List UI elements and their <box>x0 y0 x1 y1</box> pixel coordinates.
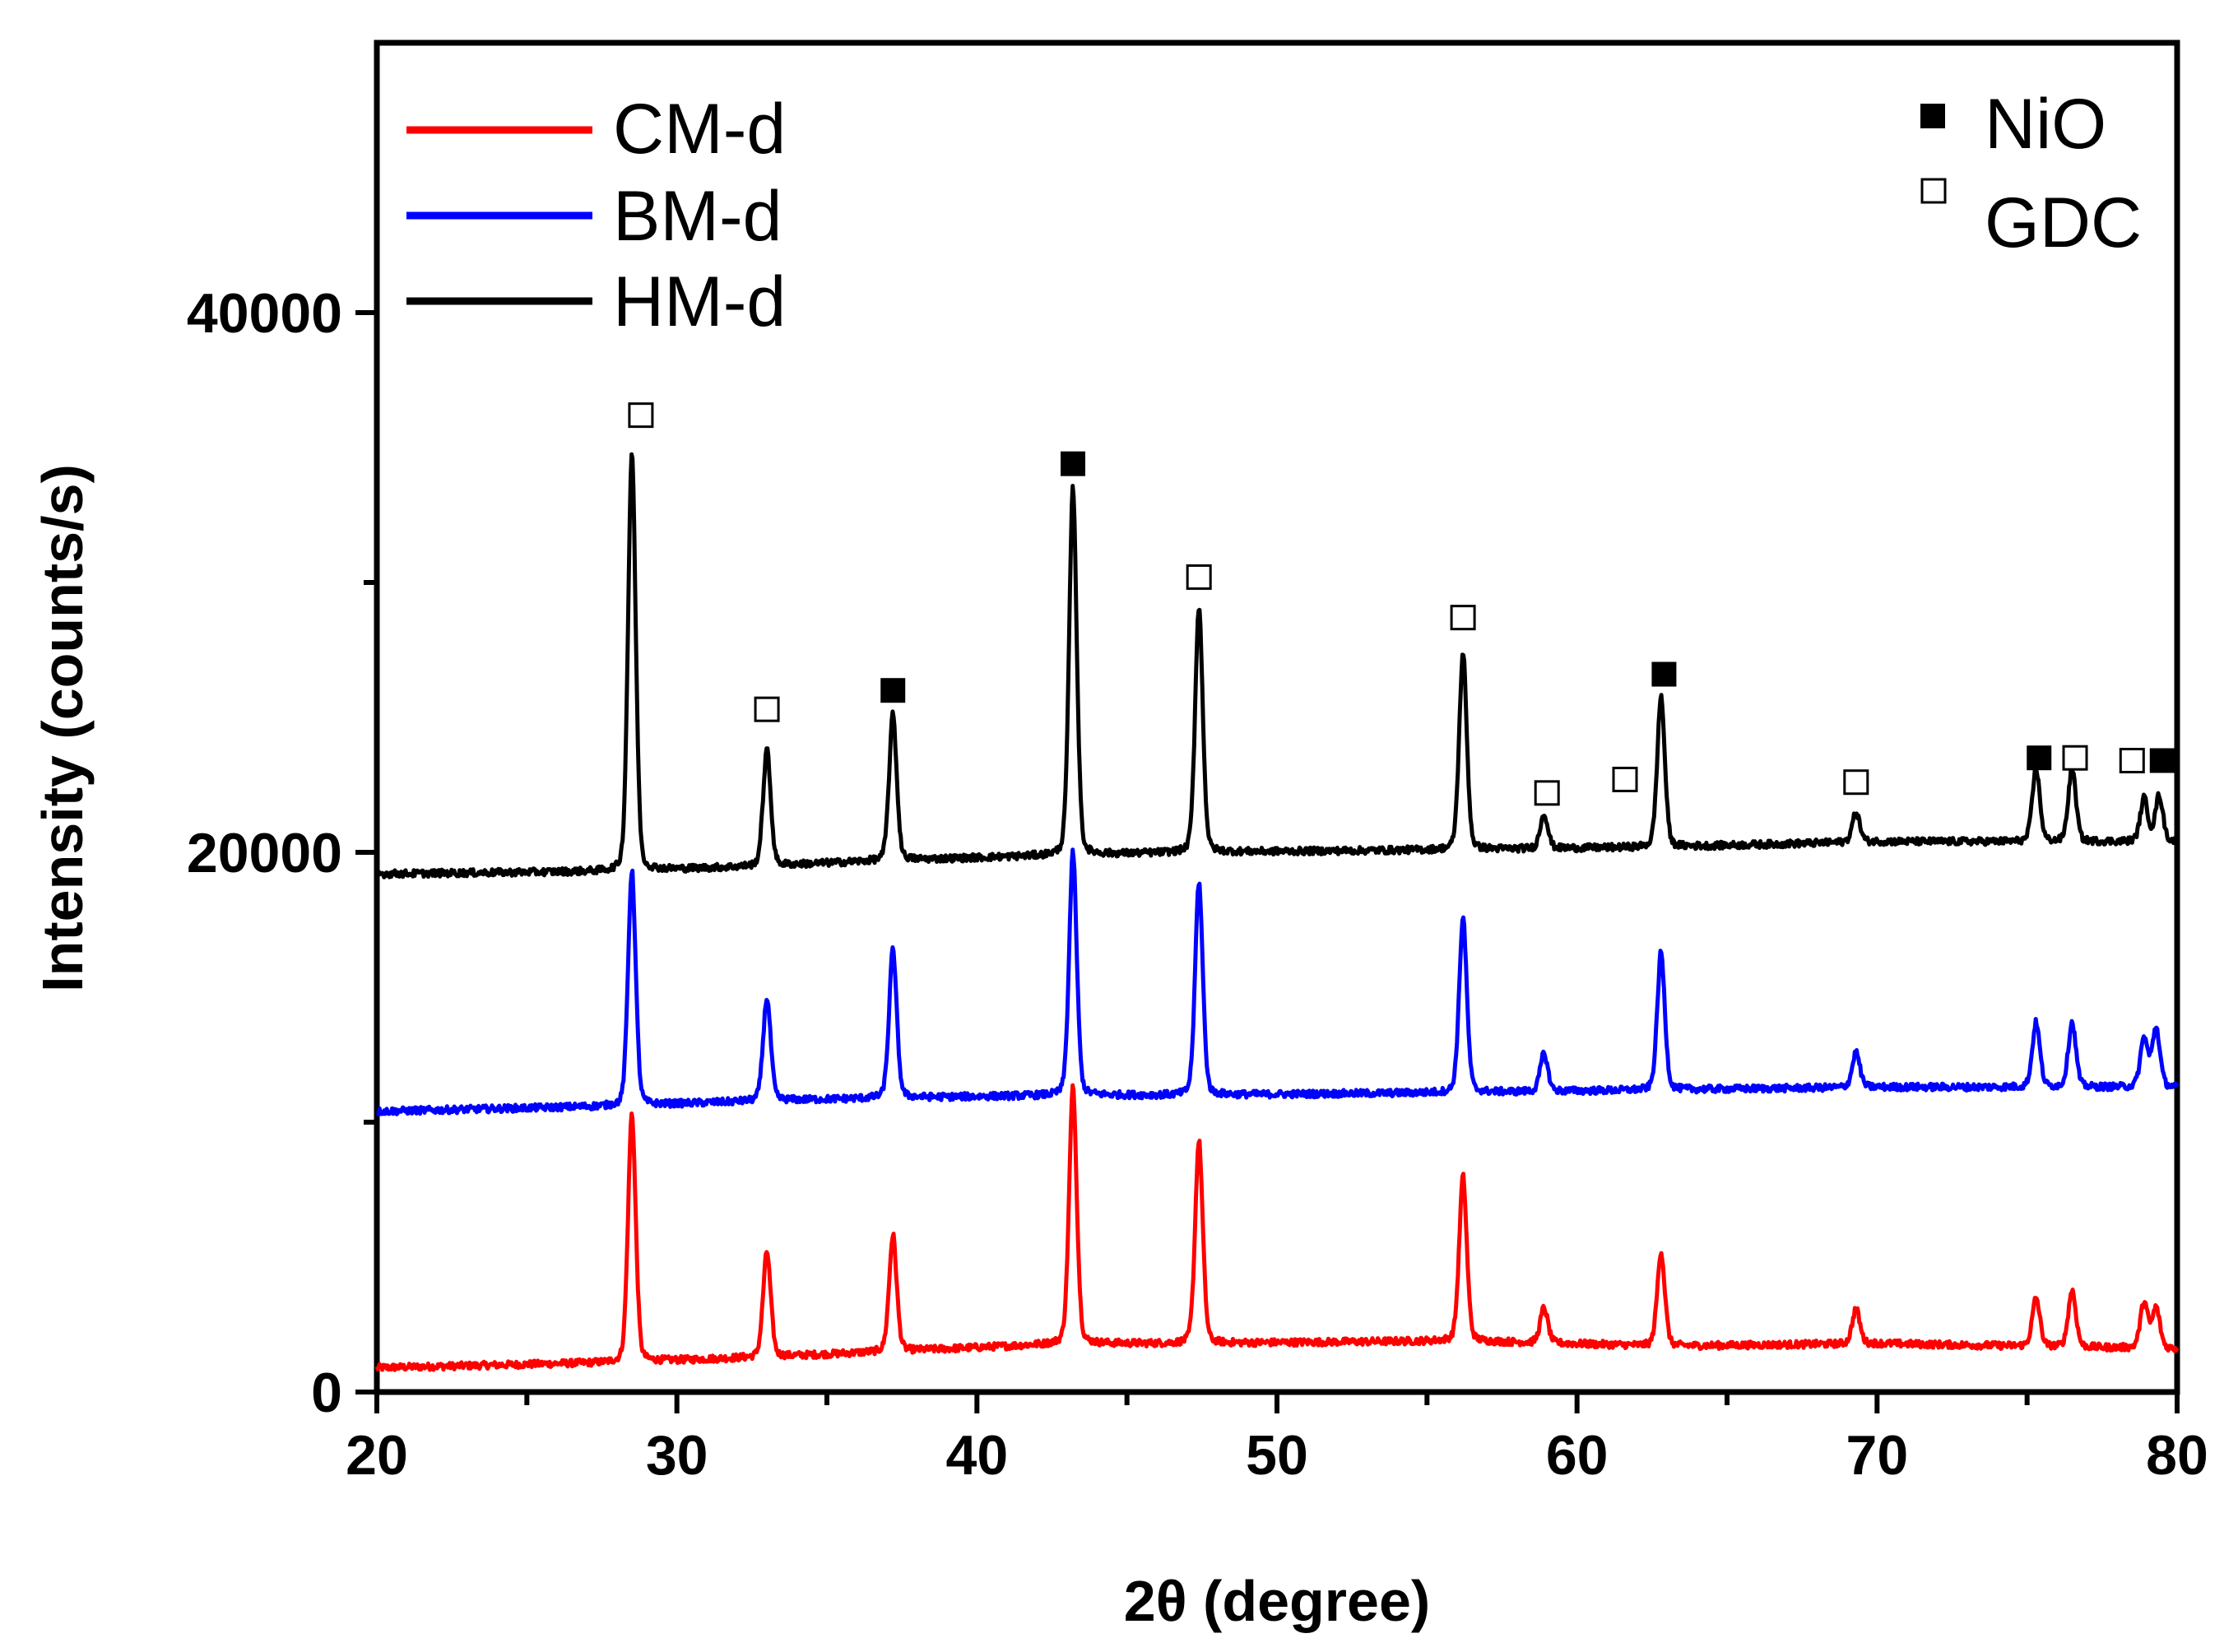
nio-legend-marker-icon <box>1920 104 1945 128</box>
gdc-peak-marker <box>628 402 654 429</box>
gdc-peak-marker <box>1186 564 1212 590</box>
legend-label-gdc: GDC <box>1985 183 2142 262</box>
x-tick-label: 70 <box>1846 1424 1909 1487</box>
gdc-peak-marker <box>1612 766 1638 792</box>
nio-peak-marker <box>1651 661 1677 687</box>
axis-ticks <box>355 310 2180 1413</box>
gdc-peak-marker <box>1534 780 1560 806</box>
series-line-hm-d <box>374 452 2180 879</box>
series-line-cm-d <box>374 1083 2180 1372</box>
nio-peak-marker <box>880 678 906 703</box>
x-tick-label: 60 <box>1546 1424 1609 1487</box>
nio-peak-marker <box>1061 451 1086 476</box>
x-tick-label: 20 <box>346 1424 408 1487</box>
nio-peak-marker <box>2149 748 2175 773</box>
y-tick-labels: 0 20000 40000 <box>187 282 342 1424</box>
series-legend: CM-d BM-d HM-d <box>406 90 786 341</box>
y-tick-label: 20000 <box>187 822 342 884</box>
series-line-bm-d <box>375 847 2180 1116</box>
y-axis-title: Intensity (counts/s) <box>30 464 95 992</box>
legend-label-hm-d: HM-d <box>613 262 786 341</box>
gdc-peak-marker <box>754 696 780 722</box>
y-tick-label: 0 <box>311 1362 342 1424</box>
nio-peak-marker <box>2027 745 2052 771</box>
gdc-peak-marker <box>1450 605 1476 631</box>
legend-label-nio: NiO <box>1985 85 2106 164</box>
x-tick-label: 80 <box>2146 1424 2208 1487</box>
legend-label-cm-d: CM-d <box>613 90 786 169</box>
y-tick-label: 40000 <box>187 282 342 345</box>
series-lines <box>374 452 2180 1372</box>
phase-legend: NiO GDC <box>1920 85 2142 262</box>
x-tick-labels: 20 30 40 50 60 70 80 <box>346 1424 2208 1487</box>
legend-label-bm-d: BM-d <box>613 177 782 256</box>
gdc-peak-marker <box>2119 747 2145 773</box>
gdc-peak-marker <box>2062 745 2088 771</box>
gdc-peak-marker <box>1843 769 1869 796</box>
phase-markers <box>628 402 2175 806</box>
x-axis-title: 2θ (degree) <box>1124 1569 1430 1633</box>
x-tick-label: 30 <box>646 1424 708 1487</box>
x-tick-label: 40 <box>946 1424 1009 1487</box>
gdc-legend-marker-icon <box>1920 178 1947 204</box>
x-tick-label: 50 <box>1246 1424 1308 1487</box>
